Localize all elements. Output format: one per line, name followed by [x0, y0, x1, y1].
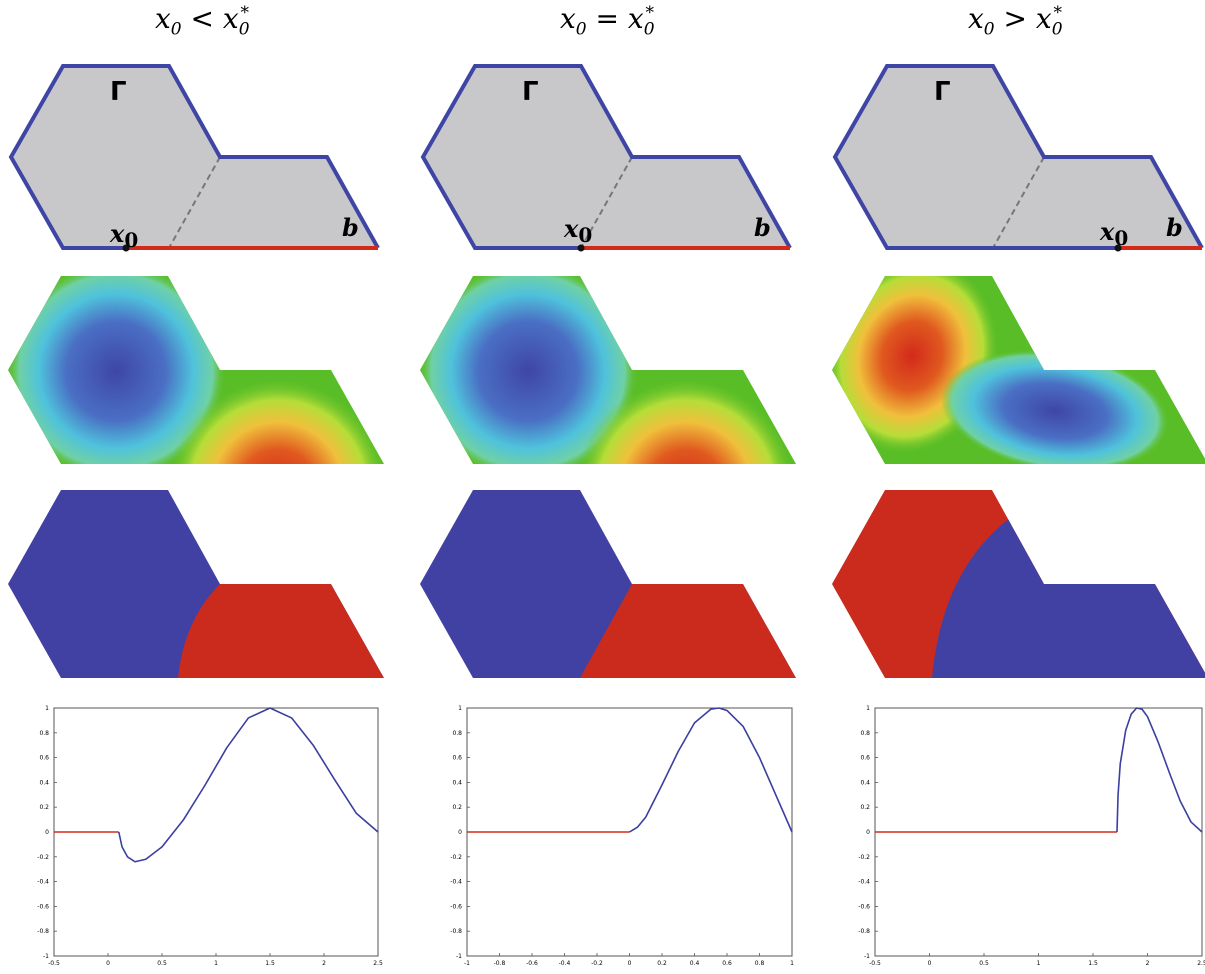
- y-tick-label: -0.2: [37, 854, 49, 861]
- line-chart-2: -1 -0.8 -0.6 -0.4 -0.2 0 0.2 0.4 0.6 0.8 1 1 0.8 0.6 0…: [450, 705, 794, 967]
- x-tick-label: 1.5: [1088, 960, 1098, 967]
- x-tick-label: -0.8: [494, 960, 506, 967]
- partition-3: [832, 490, 1205, 678]
- x0-label: x0: [1099, 217, 1128, 250]
- y-tick-label: 0.6: [452, 755, 462, 762]
- y-tick-label: -1: [864, 953, 870, 960]
- b-label: b: [1166, 213, 1183, 242]
- domain-region: [11, 66, 378, 248]
- y-tick-label: -0.2: [450, 854, 462, 861]
- column-header-1: x0 < x0*: [154, 2, 250, 40]
- x-tick-label: -1: [464, 960, 470, 967]
- gamma-label: Γ: [522, 77, 539, 107]
- x-tick-label: 2.5: [1197, 960, 1205, 967]
- x-tick-label: 0: [106, 960, 110, 967]
- y-tick-label: -0.8: [858, 928, 870, 935]
- y-tick-label: 1: [458, 705, 462, 712]
- x-tick-label: 0.5: [157, 960, 167, 967]
- domain-diagram-2: Γ x0 b: [420, 64, 792, 252]
- column-header-3: x0 > x0*: [967, 2, 1063, 40]
- gamma-boundary: [832, 64, 1204, 250]
- partition-2: [420, 490, 796, 678]
- x-tick-label: -0.5: [869, 960, 881, 967]
- b-label: b: [754, 213, 771, 242]
- b-label: b: [342, 213, 359, 242]
- y-tick-label: 0.4: [860, 779, 870, 786]
- y-tick-label: 0.4: [39, 779, 49, 786]
- series-line-2: [118, 707, 379, 863]
- y-tick-label: 0.2: [860, 804, 870, 811]
- x-tick-label: 0.2: [657, 960, 667, 967]
- x-tick-label: 2: [322, 960, 326, 967]
- domain-diagram-3: Γ x0 b: [832, 64, 1204, 252]
- y-tick-label: 0.2: [452, 804, 462, 811]
- y-tick-label: -0.2: [858, 854, 870, 861]
- x-tick-label: -0.5: [48, 960, 60, 967]
- interface-line: [580, 156, 633, 249]
- domain-diagram-1: Γ x0 b: [8, 64, 380, 252]
- interface-line: [992, 156, 1045, 249]
- heat-field-2: [420, 276, 796, 464]
- x0-point: [577, 244, 585, 252]
- y-tick-label: -0.4: [450, 879, 462, 886]
- y-tick-label: 0.2: [39, 804, 49, 811]
- y-tick-label: -1: [43, 953, 49, 960]
- gamma-label: Γ: [110, 77, 127, 107]
- y-tick-label: -0.8: [37, 928, 49, 935]
- column-header-2: x0 = x0*: [559, 2, 655, 40]
- line-chart-1: -0.5 0 0.5 1 1.5 2 2.5 1 0.8 0.6 0.4 0.2 0 -0.2 -0.4 -0…: [37, 705, 383, 967]
- x-tick-label: 0.8: [755, 960, 765, 967]
- x-tick-label: 1.5: [265, 960, 275, 967]
- heat-field-1: [8, 276, 384, 464]
- gamma-label: Γ: [934, 77, 951, 107]
- x-tick-label: -0.2: [591, 960, 603, 967]
- y-tick-label: -0.4: [858, 879, 870, 886]
- domain-region: [835, 66, 1202, 248]
- y-tick-label: 0.4: [452, 779, 462, 786]
- x-tick-label: 1: [214, 960, 218, 967]
- y-tick-label: -0.6: [37, 903, 49, 910]
- x-tick-label: 0.6: [722, 960, 732, 967]
- gamma-boundary: [8, 64, 380, 250]
- series-line-2: [1116, 707, 1203, 833]
- x0-point: [1114, 244, 1122, 252]
- y-tick-label: -0.6: [858, 903, 870, 910]
- x-tick-label: 0.5: [979, 960, 989, 967]
- y-tick-label: 0.6: [39, 755, 49, 762]
- x-tick-label: 1: [790, 960, 794, 967]
- y-tick-label: -0.8: [450, 928, 462, 935]
- interface-line: [168, 156, 221, 249]
- gamma-boundary: [420, 64, 792, 250]
- y-tick-label: 0: [458, 829, 462, 836]
- series-line-2: [629, 707, 793, 833]
- y-tick-label: 0: [45, 829, 49, 836]
- y-tick-label: 1: [45, 705, 49, 712]
- y-tick-label: 0.6: [860, 755, 870, 762]
- y-tick-label: -0.6: [450, 903, 462, 910]
- y-tick-label: -0.4: [37, 879, 49, 886]
- domain-region: [423, 66, 790, 248]
- y-tick-label: 0.8: [860, 730, 870, 737]
- heat-field-3: [832, 276, 1205, 464]
- x-tick-label: 0: [928, 960, 932, 967]
- x0-label: x0: [109, 219, 138, 252]
- x-tick-label: 1: [1037, 960, 1041, 967]
- x-tick-label: -0.6: [526, 960, 538, 967]
- line-chart-3: -0.5 0 0.5 1 1.5 2 2.5 1 0.8 0.6 0.4 0.2 0 -0.2 -0.4 -0…: [858, 705, 1205, 967]
- x-tick-label: -0.4: [559, 960, 571, 967]
- x-tick-label: 0.4: [690, 960, 700, 967]
- y-tick-label: 0: [866, 829, 870, 836]
- x0-label: x0: [563, 214, 592, 247]
- x0-point: [122, 244, 130, 252]
- partition-1: [8, 490, 384, 678]
- y-tick-label: 0.8: [452, 730, 462, 737]
- x-tick-label: 2.5: [373, 960, 383, 967]
- y-tick-label: 0.8: [39, 730, 49, 737]
- x-tick-label: 0: [628, 960, 632, 967]
- x-tick-label: 2: [1146, 960, 1150, 967]
- y-tick-label: -1: [456, 953, 462, 960]
- y-tick-label: 1: [866, 705, 870, 712]
